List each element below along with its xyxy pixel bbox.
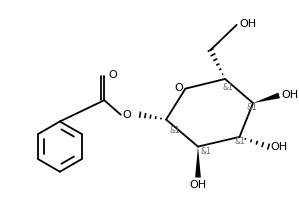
Text: OH: OH: [270, 142, 288, 152]
Text: &1: &1: [235, 137, 245, 146]
Text: OH: OH: [281, 90, 298, 100]
Text: O: O: [175, 83, 184, 93]
Text: &1: &1: [222, 83, 233, 92]
Text: &1: &1: [201, 147, 212, 155]
Polygon shape: [253, 93, 280, 103]
Polygon shape: [195, 147, 201, 177]
Text: &1: &1: [246, 103, 257, 112]
Text: OH: OH: [239, 19, 257, 29]
Text: OH: OH: [190, 180, 207, 190]
Text: &1: &1: [169, 126, 180, 135]
Text: O: O: [108, 70, 117, 80]
Text: O: O: [122, 110, 131, 120]
